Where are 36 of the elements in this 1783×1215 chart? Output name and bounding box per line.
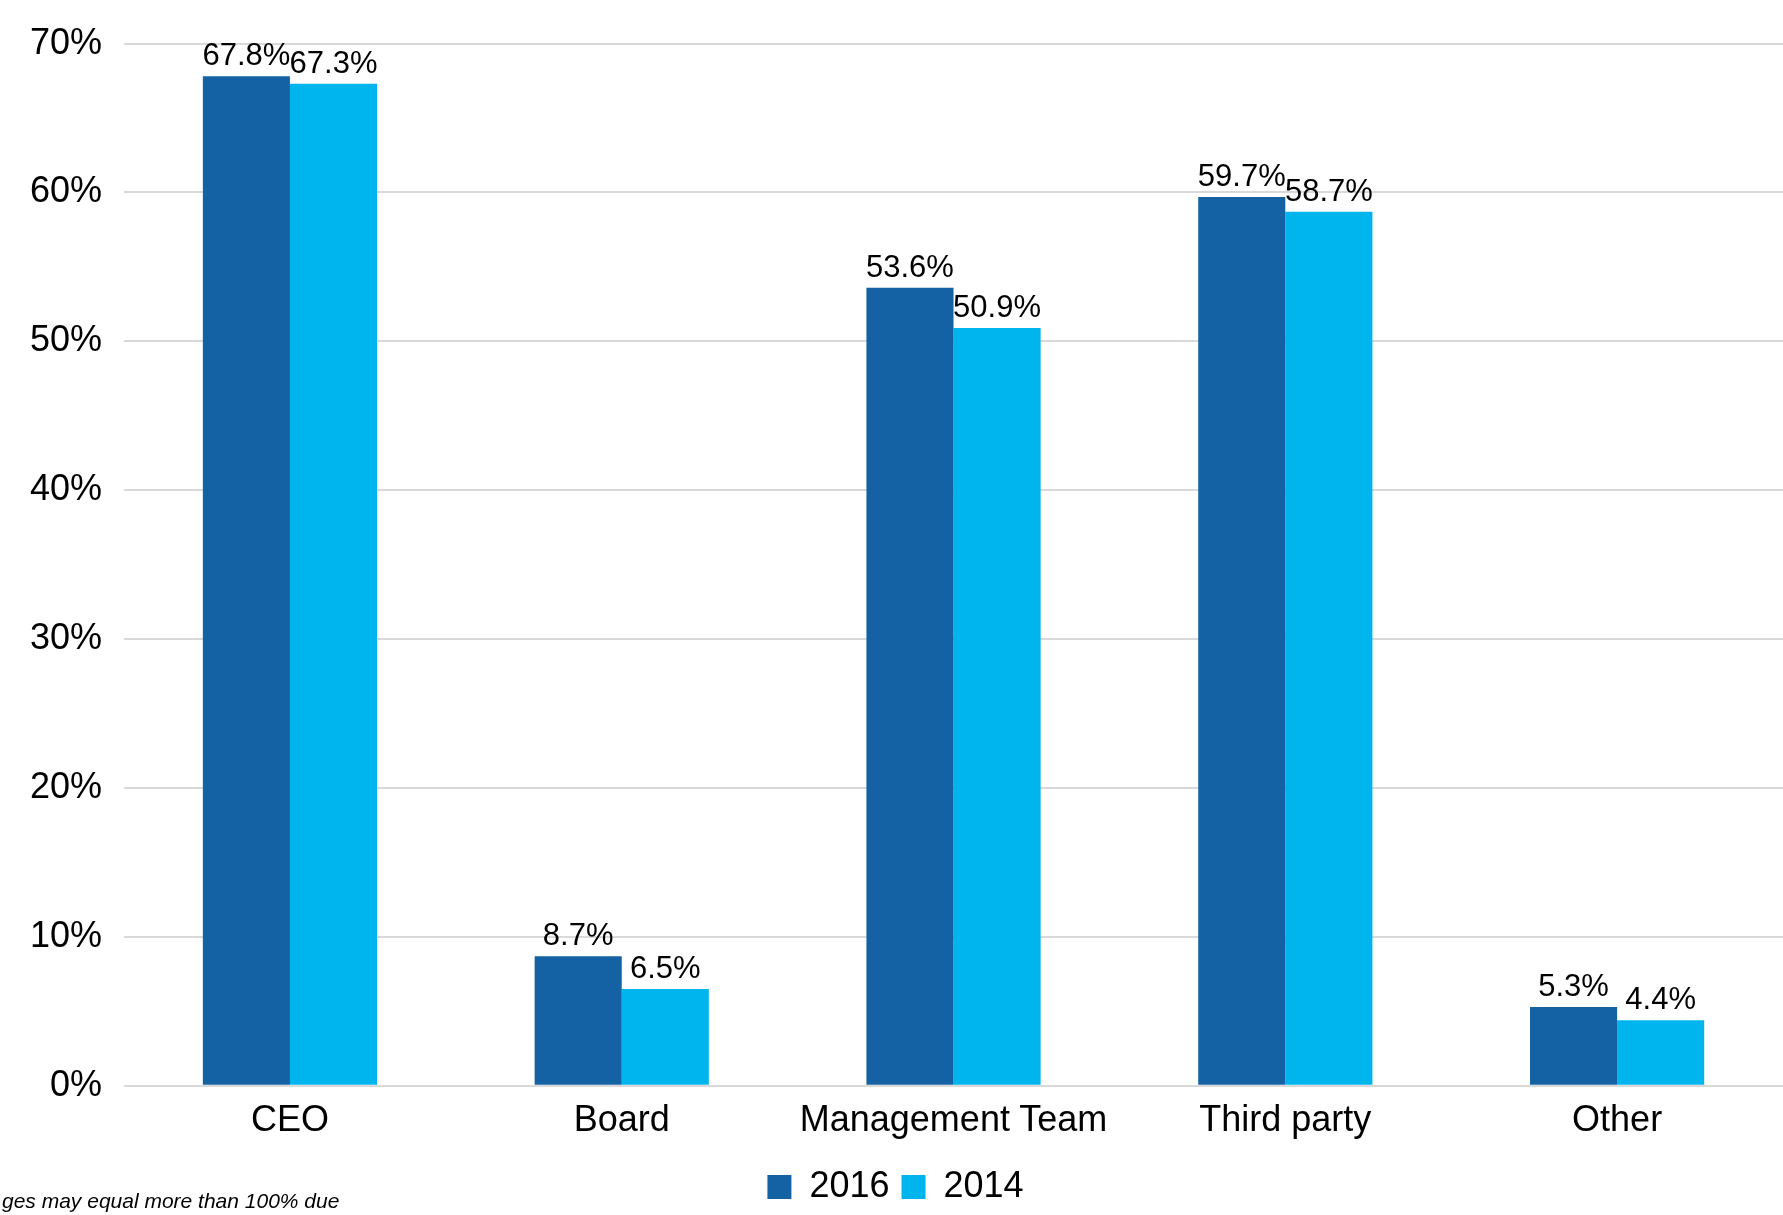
data-label: 50.9% (953, 289, 1042, 325)
bar (534, 956, 622, 1085)
data-label: 59.7% (1197, 158, 1286, 193)
text: ges may equal more than 100% due (2, 1189, 340, 1213)
y-tick-label: 0% (50, 1062, 103, 1104)
x-tick-label: Other (1572, 1098, 1663, 1140)
y-tick-label: 20% (29, 764, 103, 806)
bar (202, 76, 290, 1085)
data-label: 4.4% (1625, 981, 1696, 1017)
y-tick-label: 40% (29, 467, 103, 509)
data-label: 5.3% (1538, 967, 1609, 1003)
y-tick-label: 70% (29, 20, 103, 62)
y-tick-label: 50% (29, 318, 103, 360)
x-tick-label: Third party (1199, 1098, 1372, 1140)
bar (1285, 211, 1373, 1085)
x-tick-label: Board (573, 1098, 670, 1140)
data-label: 53.6% (866, 248, 954, 284)
bar (866, 287, 954, 1085)
y-tick-label: 30% (29, 616, 103, 658)
y-tick-label: 10% (29, 913, 103, 955)
data-label: 8.7% (542, 917, 614, 953)
x-tick-label: CEO (250, 1098, 329, 1140)
legend-label: 2014 (943, 1163, 1024, 1205)
y-tick-label: 60% (29, 169, 103, 211)
bar (1617, 1020, 1705, 1085)
data-label: 67.8% (202, 37, 291, 73)
bar (289, 83, 378, 1085)
bar (1198, 196, 1286, 1085)
bar (953, 327, 1041, 1085)
bar (621, 989, 709, 1085)
bar (1530, 1006, 1618, 1085)
x-tick-label: Management Team (799, 1098, 1108, 1140)
legend-label: 2016 (809, 1163, 890, 1205)
data-label: 67.3% (289, 44, 378, 80)
data-label: 6.5% (629, 950, 701, 986)
data-label: 58.7% (1284, 172, 1373, 208)
